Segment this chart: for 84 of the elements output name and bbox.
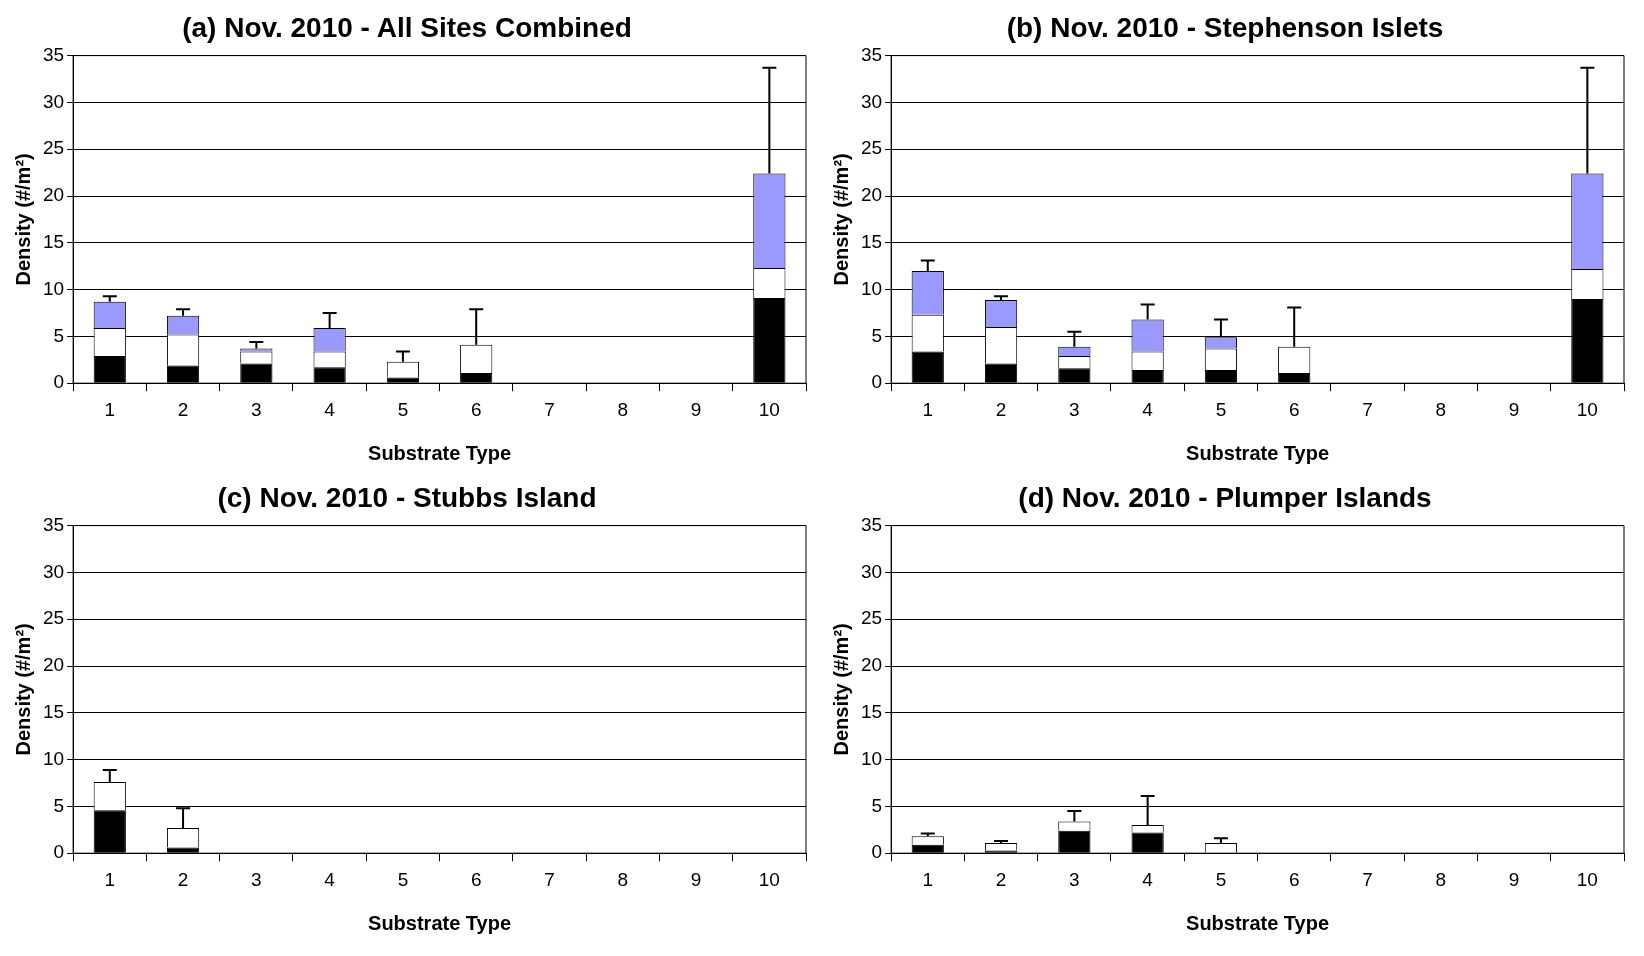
x-tick-label: 9 bbox=[690, 868, 702, 890]
y-tick-label: 10 bbox=[42, 747, 65, 769]
y-tick-label: 30 bbox=[860, 560, 883, 582]
x-tick-label: 3 bbox=[251, 868, 262, 890]
x-tick-label: 7 bbox=[1362, 868, 1373, 890]
x-axis-title: Substrate Type bbox=[1186, 911, 1330, 934]
x-tick-label: 9 bbox=[1508, 398, 1520, 420]
x-tick-label: 3 bbox=[1069, 398, 1080, 420]
x-tick-label: 4 bbox=[1142, 868, 1154, 890]
x-tick-label: 5 bbox=[397, 398, 409, 420]
y-tick-label: 10 bbox=[860, 277, 883, 299]
chart-title: (a) Nov. 2010 - All Sites Combined bbox=[182, 11, 632, 43]
y-tick-label: 35 bbox=[42, 513, 65, 535]
y-tick-label: 15 bbox=[42, 231, 65, 253]
x-tick-label: 8 bbox=[1435, 398, 1447, 420]
y-tick-label: 5 bbox=[53, 794, 65, 816]
x-tick-label: 10 bbox=[758, 868, 780, 890]
y-tick-label: 20 bbox=[42, 654, 65, 676]
x-tick-label: 6 bbox=[470, 398, 482, 420]
x-axis-title: Substrate Type bbox=[1186, 441, 1330, 464]
y-axis-title: Density (#/m²) bbox=[11, 623, 34, 756]
y-tick-label: 10 bbox=[860, 747, 883, 769]
x-tick-label: 2 bbox=[995, 398, 1007, 420]
y-tick-label: 0 bbox=[871, 841, 883, 863]
x-tick-label: 7 bbox=[1362, 398, 1373, 420]
y-tick-label: 25 bbox=[42, 137, 65, 159]
x-tick-label: 5 bbox=[1215, 398, 1227, 420]
x-tick-label: 1 bbox=[104, 398, 116, 420]
y-tick-label: 0 bbox=[871, 371, 883, 393]
x-tick-label: 6 bbox=[1288, 398, 1300, 420]
y-axis-title: Density (#/m²) bbox=[829, 623, 852, 756]
y-tick-label: 0 bbox=[53, 371, 65, 393]
y-tick-label: 35 bbox=[860, 43, 883, 65]
y-tick-label: 0 bbox=[53, 841, 65, 863]
x-tick-label: 9 bbox=[1508, 868, 1520, 890]
y-tick-label: 15 bbox=[860, 231, 883, 253]
x-tick-label: 2 bbox=[177, 398, 189, 420]
x-tick-label: 8 bbox=[1435, 868, 1447, 890]
x-tick-label: 1 bbox=[922, 868, 934, 890]
y-tick-label: 35 bbox=[42, 43, 65, 65]
x-tick-label: 3 bbox=[1069, 868, 1080, 890]
x-tick-label: 4 bbox=[1142, 398, 1154, 420]
x-tick-label: 10 bbox=[1576, 398, 1598, 420]
y-tick-label: 30 bbox=[860, 90, 883, 112]
y-tick-label: 25 bbox=[860, 607, 883, 629]
y-axis-title: Density (#/m²) bbox=[11, 153, 34, 286]
x-tick-label: 3 bbox=[251, 398, 262, 420]
x-tick-label: 4 bbox=[324, 398, 336, 420]
y-tick-label: 15 bbox=[42, 701, 65, 723]
x-tick-label: 7 bbox=[544, 868, 555, 890]
y-tick-label: 20 bbox=[860, 184, 883, 206]
y-tick-label: 15 bbox=[860, 701, 883, 723]
y-tick-label: 20 bbox=[860, 654, 883, 676]
x-tick-label: 6 bbox=[470, 868, 482, 890]
x-tick-label: 8 bbox=[617, 398, 629, 420]
x-axis-title: Substrate Type bbox=[368, 441, 512, 464]
x-tick-label: 9 bbox=[690, 398, 702, 420]
y-tick-label: 5 bbox=[53, 324, 65, 346]
y-tick-label: 5 bbox=[871, 324, 883, 346]
x-tick-label: 10 bbox=[758, 398, 780, 420]
x-tick-label: 5 bbox=[397, 868, 409, 890]
x-tick-label: 2 bbox=[995, 868, 1007, 890]
chart-title: (c) Nov. 2010 - Stubbs Island bbox=[217, 481, 597, 513]
x-tick-label: 1 bbox=[922, 398, 934, 420]
y-tick-label: 5 bbox=[871, 794, 883, 816]
x-tick-label: 4 bbox=[324, 868, 336, 890]
x-tick-label: 7 bbox=[544, 398, 555, 420]
x-tick-label: 6 bbox=[1288, 868, 1300, 890]
y-tick-label: 30 bbox=[42, 90, 65, 112]
x-tick-label: 5 bbox=[1215, 868, 1227, 890]
x-tick-label: 10 bbox=[1576, 868, 1598, 890]
y-tick-label: 10 bbox=[42, 277, 65, 299]
y-tick-label: 30 bbox=[42, 560, 65, 582]
chart-title: (b) Nov. 2010 - Stephenson Islets bbox=[1006, 11, 1444, 43]
y-tick-label: 20 bbox=[42, 184, 65, 206]
x-tick-label: 8 bbox=[617, 868, 629, 890]
y-tick-label: 25 bbox=[860, 137, 883, 159]
chart-title: (d) Nov. 2010 - Plumper Islands bbox=[1018, 481, 1432, 513]
y-axis-title: Density (#/m²) bbox=[829, 153, 852, 286]
x-tick-label: 1 bbox=[104, 868, 116, 890]
y-tick-label: 25 bbox=[42, 607, 65, 629]
y-tick-label: 35 bbox=[860, 513, 883, 535]
x-tick-label: 2 bbox=[177, 868, 189, 890]
x-axis-title: Substrate Type bbox=[368, 911, 512, 934]
